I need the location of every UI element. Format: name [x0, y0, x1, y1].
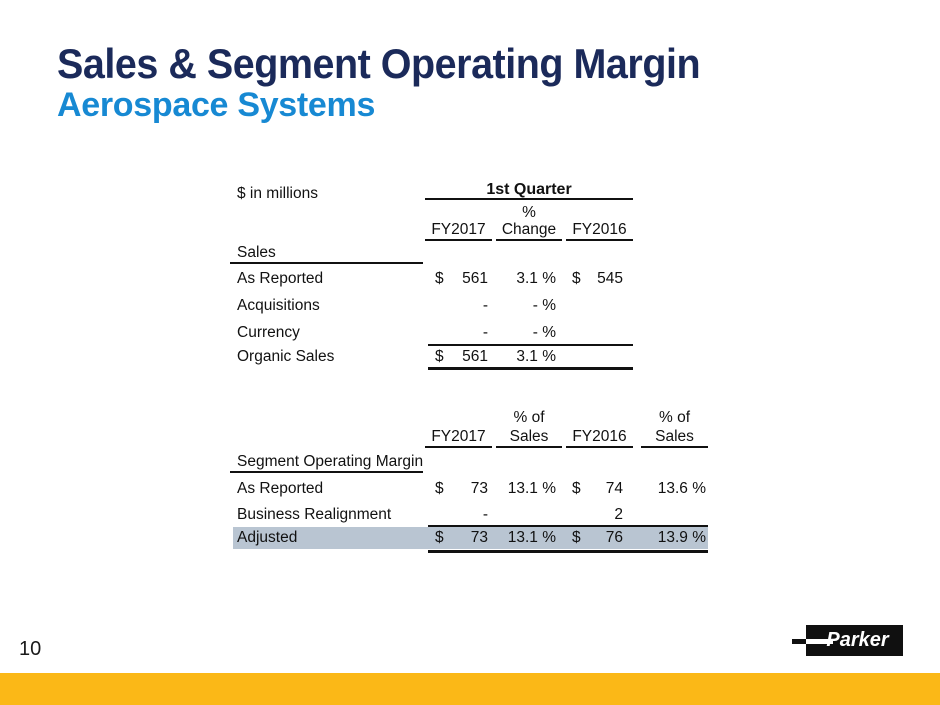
col-header-fy2017: FY2017 — [431, 428, 486, 445]
col-header-fy2017: FY2017 — [431, 221, 486, 238]
table-row: As Reported $ 561 3.1 % $ 545 — [0, 265, 940, 292]
cell-fy2017-value: 561 — [462, 348, 488, 365]
cell-fy2017-value: 561 — [462, 270, 488, 287]
cell-fy2017-value: 73 — [470, 529, 488, 546]
col-header-fy2016: FY2016 — [572, 221, 627, 238]
col-underline-fy2016 — [566, 446, 633, 448]
col-header-pct-sales-2016-bottom: Sales — [655, 428, 694, 445]
organic-sales-bottom-rule — [428, 367, 633, 370]
table-row: Currency - - % — [0, 319, 940, 346]
page-number: 10 — [19, 638, 42, 660]
row-label: As Reported — [237, 270, 324, 287]
row-label: Acquisitions — [237, 297, 320, 314]
adjusted-row-highlight — [233, 527, 708, 549]
logo-dash — [792, 639, 808, 644]
col-underline-pct-sales-2017 — [496, 446, 562, 448]
section-underline-sales — [230, 262, 423, 264]
page-title: Sales & Segment Operating Margin — [57, 40, 701, 87]
adjusted-bottom-rule — [428, 549, 708, 553]
adjusted-top-rule — [428, 525, 708, 527]
cell-fy2016-currency: $ — [572, 480, 581, 497]
cell-pct-change: 3.1 % — [516, 348, 556, 365]
row-label: Organic Sales — [237, 348, 335, 365]
section-label-segment-operating-margin: Segment Operating Margin — [237, 453, 424, 470]
cell-fy2016-value: 74 — [605, 480, 623, 497]
cell-fy2017-value: - — [482, 506, 488, 523]
col-header-change-top: % — [522, 204, 536, 221]
page-subtitle: Aerospace Systems — [57, 86, 376, 124]
quarter-banner: 1st Quarter — [486, 181, 572, 198]
table-row: Business Realignment - 2 — [0, 501, 940, 528]
cell-fy2017-value: - — [482, 324, 488, 341]
cell-fy2016-currency: $ — [572, 529, 581, 546]
cell-fy2017-currency: $ — [435, 480, 444, 497]
footer-accent-bar — [0, 673, 940, 705]
cell-pct-of-sales-2016: 13.6 % — [657, 480, 706, 497]
table-row-adjusted: Adjusted $ 73 13.1 % $ 76 13.9 % — [0, 527, 940, 549]
row-label: Adjusted — [237, 529, 298, 546]
section-underline-som — [230, 471, 423, 473]
col-underline-fy2017 — [425, 446, 492, 448]
row-label: Business Realignment — [237, 506, 392, 523]
cell-fy2016-value: 545 — [597, 270, 623, 287]
cell-fy2017-currency: $ — [435, 270, 444, 287]
col-underline-fy2017 — [425, 239, 492, 241]
logo-stripe — [806, 639, 833, 644]
col-header-pct-sales-2017-bottom: Sales — [509, 428, 549, 445]
cell-pct-of-sales-2016: 13.9 % — [657, 529, 706, 546]
col-header-change-bottom: Change — [501, 221, 557, 238]
table-row: Organic Sales $ 561 3.1 % — [0, 343, 940, 370]
cell-pct-change: - % — [532, 324, 556, 341]
organic-sales-top-rule — [428, 344, 633, 346]
table-row: As Reported $ 73 13.1 % $ 74 13.6 % — [0, 475, 940, 502]
cell-fy2016-currency: $ — [572, 270, 581, 287]
cell-fy2017-currency: $ — [435, 348, 444, 365]
banner-underline — [425, 198, 633, 200]
cell-pct-change: - % — [532, 297, 556, 314]
section-label-sales: Sales — [237, 244, 276, 261]
cell-fy2017-currency: $ — [435, 529, 444, 546]
cell-fy2017-value: 73 — [470, 480, 488, 497]
cell-pct-of-sales-2017: 13.1 % — [507, 529, 556, 546]
row-label: As Reported — [237, 480, 324, 497]
cell-fy2016-value: 2 — [614, 506, 623, 523]
cell-fy2016-value: 76 — [605, 529, 623, 546]
cell-fy2017-value: - — [482, 297, 488, 314]
col-header-pct-sales-2016-top: % of — [658, 409, 690, 426]
parker-logo: Parker — [792, 625, 907, 657]
cell-pct-change: 3.1 % — [516, 270, 556, 287]
row-label: Currency — [237, 324, 300, 341]
logo-wordmark: Parker — [826, 629, 889, 651]
units-note: $ in millions — [237, 185, 318, 202]
table-row: Acquisitions - - % — [0, 292, 940, 319]
logo-box: Parker — [806, 625, 903, 656]
col-underline-fy2016 — [566, 239, 633, 241]
cell-pct-of-sales-2017: 13.1 % — [507, 480, 556, 497]
col-header-pct-sales-2017-top: % of — [513, 409, 545, 426]
col-header-fy2016: FY2016 — [572, 428, 627, 445]
col-underline-change — [496, 239, 562, 241]
col-underline-pct-sales-2016 — [641, 446, 708, 448]
